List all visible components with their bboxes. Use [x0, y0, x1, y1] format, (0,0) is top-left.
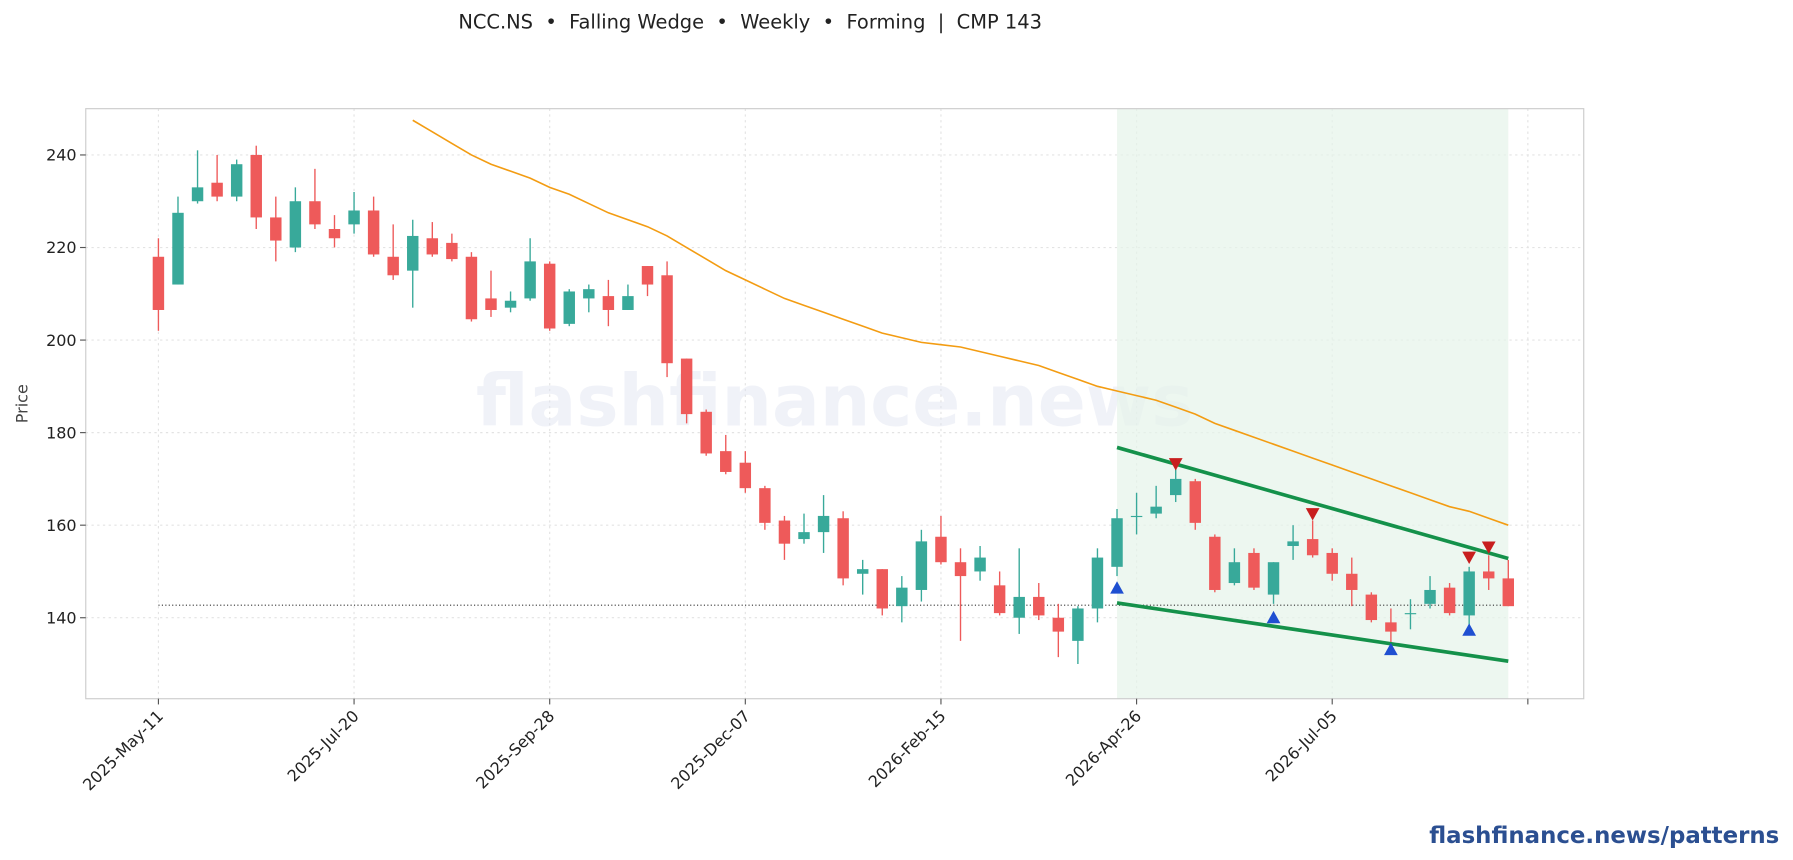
- candle-body: [543, 263, 556, 329]
- candle-body: [954, 562, 967, 577]
- candle-body: [1326, 552, 1338, 574]
- candle-body: [1013, 596, 1025, 618]
- trendline: [1116, 445, 1509, 561]
- chart-title: NCC.NS • Falling Wedge • Weekly • Formin…: [458, 11, 1042, 34]
- trendline: [1116, 601, 1509, 664]
- candle-body: [1424, 589, 1436, 604]
- candle-body: [680, 358, 693, 415]
- candle-body: [172, 212, 184, 285]
- plot-frame: [85, 108, 1585, 700]
- candle-body: [446, 242, 458, 260]
- candle-body: [1267, 562, 1280, 595]
- candle-body: [1072, 608, 1084, 641]
- candle-body: [250, 154, 262, 218]
- candle-body: [504, 300, 517, 308]
- candle-body: [289, 201, 302, 248]
- candle-body: [407, 235, 419, 271]
- pivot-high-marker: [1481, 541, 1496, 554]
- pivot-high-marker: [1305, 508, 1320, 521]
- candle-body: [387, 256, 399, 276]
- footer: flashfinance.news/patterns: [1429, 823, 1779, 849]
- candle-body: [1052, 617, 1065, 632]
- y-axis-label: Price: [12, 384, 31, 423]
- candle-body: [1287, 541, 1299, 547]
- pivot-low-marker: [1384, 642, 1398, 656]
- candle-body: [348, 210, 360, 225]
- candle-body: [993, 585, 1006, 614]
- candle-body: [230, 164, 243, 197]
- y-tick-label: 220: [46, 238, 77, 257]
- candle-body: [1443, 587, 1456, 614]
- candle-body: [1033, 596, 1045, 616]
- candle-body: [700, 411, 712, 454]
- y-tick-label: 200: [46, 331, 77, 350]
- moving-average-line: [412, 119, 1509, 526]
- candle-body: [1404, 613, 1417, 615]
- candle-body: [426, 238, 439, 255]
- candle-body: [367, 210, 380, 255]
- candle-body: [1228, 562, 1241, 584]
- candle-body: [817, 515, 830, 533]
- candle-body: [759, 488, 771, 523]
- y-tick-label: 160: [46, 516, 77, 535]
- candle-body: [876, 569, 888, 609]
- candle-body: [856, 569, 869, 574]
- candle-body: [485, 298, 497, 310]
- candle-body: [837, 518, 849, 579]
- candle-body: [1169, 478, 1182, 496]
- candle-body: [661, 275, 673, 364]
- pattern-range: [1117, 108, 1509, 699]
- candle-body: [583, 289, 595, 299]
- candle-body: [1483, 571, 1495, 579]
- pivot-low-marker: [1266, 610, 1281, 624]
- candle-body: [720, 451, 732, 472]
- candle-body: [1091, 557, 1104, 609]
- candle-body: [935, 536, 947, 563]
- y-tick-label: 140: [46, 608, 77, 627]
- candle-body: [328, 229, 341, 239]
- pivot-high-marker: [1168, 458, 1183, 471]
- watermark: flashfinance.news: [476, 359, 1193, 442]
- candle-body: [778, 520, 791, 544]
- y-tick-label: 180: [46, 423, 77, 442]
- candle-body: [1111, 518, 1123, 567]
- pivot-high-marker: [1462, 551, 1477, 564]
- candle-body: [622, 296, 634, 310]
- candle-body: [152, 256, 165, 310]
- candle-body: [1346, 573, 1358, 590]
- candle-body: [191, 187, 204, 202]
- candle-body: [270, 217, 282, 241]
- candle-body: [602, 296, 615, 310]
- candle-body: [798, 532, 810, 540]
- candle-body: [465, 256, 478, 320]
- candle-body: [524, 261, 536, 299]
- candle-body: [563, 291, 575, 324]
- candle-body: [1130, 515, 1143, 518]
- candle-body: [1385, 622, 1397, 632]
- candle-body: [974, 557, 986, 572]
- candle-body: [1365, 594, 1378, 621]
- candle-body: [1463, 571, 1475, 616]
- candle-body: [1248, 552, 1260, 588]
- candle-body: [211, 182, 223, 197]
- candle-body: [1306, 539, 1319, 556]
- candle-body: [896, 587, 908, 607]
- candle-body: [1189, 481, 1201, 523]
- pivot-low-marker: [1462, 623, 1477, 636]
- candle-body: [1209, 536, 1221, 590]
- candle-body: [1150, 506, 1162, 514]
- y-tick-label: 240: [46, 146, 77, 165]
- candle-body: [641, 266, 654, 285]
- pivot-low-marker: [1110, 581, 1124, 594]
- plot-area: flashfinance.news: [152, 108, 1515, 699]
- candle-body: [1502, 578, 1515, 607]
- candle-body: [915, 541, 928, 590]
- candle-body: [739, 462, 752, 489]
- candle-body: [309, 201, 321, 225]
